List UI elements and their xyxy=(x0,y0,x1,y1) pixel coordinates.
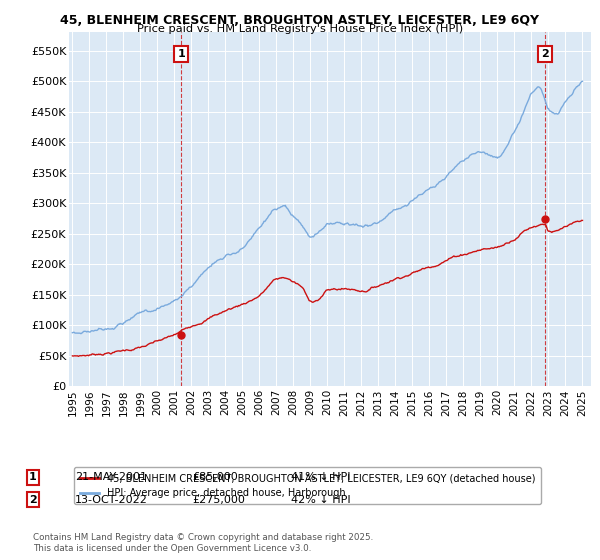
Text: 1: 1 xyxy=(29,472,37,482)
Text: £85,000: £85,000 xyxy=(192,472,238,482)
Legend: 45, BLENHEIM CRESCENT, BROUGHTON ASTLEY, LEICESTER, LE9 6QY (detached house), HP: 45, BLENHEIM CRESCENT, BROUGHTON ASTLEY,… xyxy=(74,468,541,504)
Text: 21-MAY-2001: 21-MAY-2001 xyxy=(75,472,147,482)
Text: Price paid vs. HM Land Registry's House Price Index (HPI): Price paid vs. HM Land Registry's House … xyxy=(137,24,463,34)
Text: 1: 1 xyxy=(178,49,185,59)
Text: £275,000: £275,000 xyxy=(192,494,245,505)
Text: 41% ↓ HPI: 41% ↓ HPI xyxy=(291,472,350,482)
Text: 13-OCT-2022: 13-OCT-2022 xyxy=(75,494,148,505)
Text: Contains HM Land Registry data © Crown copyright and database right 2025.
This d: Contains HM Land Registry data © Crown c… xyxy=(33,533,373,553)
Text: 45, BLENHEIM CRESCENT, BROUGHTON ASTLEY, LEICESTER, LE9 6QY: 45, BLENHEIM CRESCENT, BROUGHTON ASTLEY,… xyxy=(61,14,539,27)
Text: 2: 2 xyxy=(541,49,549,59)
Text: 42% ↓ HPI: 42% ↓ HPI xyxy=(291,494,350,505)
Text: 2: 2 xyxy=(29,494,37,505)
